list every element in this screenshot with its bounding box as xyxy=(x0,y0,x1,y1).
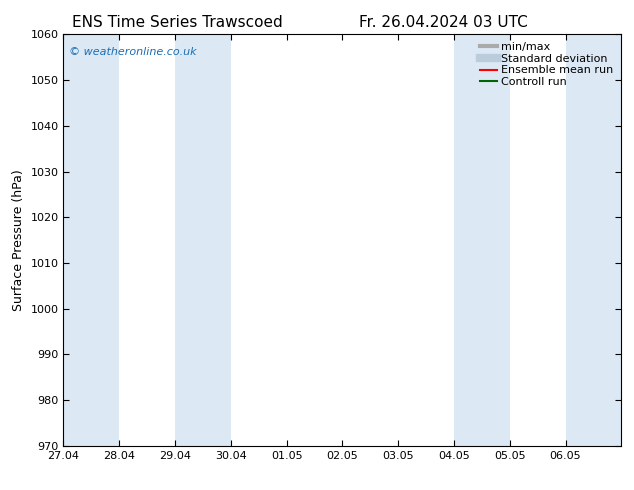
Text: Fr. 26.04.2024 03 UTC: Fr. 26.04.2024 03 UTC xyxy=(359,15,528,30)
Y-axis label: Surface Pressure (hPa): Surface Pressure (hPa) xyxy=(12,169,25,311)
Text: ENS Time Series Trawscoed: ENS Time Series Trawscoed xyxy=(72,15,283,30)
Bar xyxy=(175,34,231,446)
Bar xyxy=(63,34,119,446)
Bar xyxy=(566,34,621,446)
Text: © weatheronline.co.uk: © weatheronline.co.uk xyxy=(69,47,197,57)
Bar xyxy=(454,34,510,446)
Legend: min/max, Standard deviation, Ensemble mean run, Controll run: min/max, Standard deviation, Ensemble me… xyxy=(478,40,616,89)
